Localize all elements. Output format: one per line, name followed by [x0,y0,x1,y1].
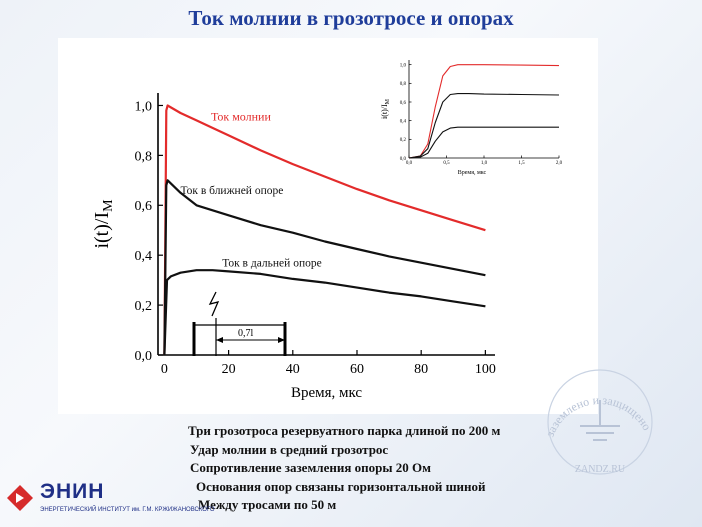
inset-x-tick-label: 0,0 [406,161,413,166]
inset-series-line-1 [408,93,560,159]
main-chart: 0,0 0,2 0,4 0,6 0,8 1,0 0 20 40 60 80 100 Время, м… [91,93,496,401]
note-line: Между тросами по 50 м [198,497,337,512]
main-y-tick-label: 1,0 [135,99,153,114]
main-x-tick-label: 20 [222,362,236,377]
main-x-tick-label: 80 [414,362,428,377]
main-y-tick-label: 0,8 [135,149,153,164]
series-label-far-tower: Ток в дальней опоре [222,257,322,269]
main-series-line-2 [163,269,486,356]
main-x-axis-label: Время, мкс [291,385,362,401]
inset-y-tick-label: 0,2 [400,138,407,143]
note-line: Три грозотроса резервуатного парка длино… [188,423,501,438]
inset-x-tick-label: 2,0 [556,161,563,166]
plot-panel: 0,0 0,2 0,4 0,6 0,8 1,0 0 20 40 60 80 100 Время, м… [58,38,598,414]
logo-subtitle: ЭНЕРГЕТИЧЕСКИЙ ИНСТИТУТ им. Г.М. КРЖИЖАН… [40,507,215,513]
main-x-tick-label: 60 [350,362,364,377]
institute-logo: ЭНИН ЭНЕРГЕТИЧЕСКИЙ ИНСТИТУТ им. Г.М. КР… [6,480,215,525]
lightning-strike-icon [208,291,220,317]
inset-x-tick-label: 0,5 [443,161,450,166]
inset-y-axis-label: i(t)/I [380,104,389,119]
logo-mark-icon [7,485,33,511]
main-x-tick-label: 40 [286,362,300,377]
tower-schematic: 0,7l [192,291,287,356]
dimension-arrow-left-icon [216,337,223,343]
logo-name: ЭНИН [40,480,105,503]
svg-text:i(t)/IМ: i(t)/IМ [380,98,391,119]
main-y-tick-label: 0,4 [135,249,153,264]
inset-y-tick-label: 0,0 [400,157,407,162]
main-series-line-1 [163,179,486,356]
series-label-near-tower: Ток в ближней опоре [180,185,283,197]
inset-y-tick-label: 0,8 [400,82,407,87]
inset-chart: 0,0 0,2 0,4 0,6 0,8 1,0 0,0 0,5 1,0 1,5 2,0 Время… [380,60,563,176]
slide-title: Ток молнии в грозотросе и опорах [188,6,514,30]
note-line: Удар молнии в средний грозотрос [190,441,389,457]
main-x-tick-label: 0 [161,362,168,377]
main-y-tick-label: 0,2 [135,299,153,314]
watermark-text-left: заземлено [543,394,591,438]
watermark-text-and: и [592,393,600,408]
series-label-lightning: Ток молнии [211,109,272,123]
inset-series-line-2 [408,126,559,159]
main-x-tick-label: 100 [475,362,496,377]
watermark-text-bottom: ZANDZ.RU [575,464,626,475]
chart-canvas: 0,0 0,2 0,4 0,6 0,8 1,0 0 20 40 60 80 100 Время, м… [91,60,563,401]
inset-series-line-0 [408,64,560,159]
watermark-seal: заземлено и защищено ZANDZ.RU [543,369,655,475]
main-y-axis-label-group: i(t)/IМ [91,199,116,249]
ground-symbol-icon [580,400,620,441]
main-y-tick-label: 0,6 [135,199,153,214]
main-y-axis-label-subscript: М [101,199,116,212]
inset-x-axis-label: Время, мкс [458,170,487,176]
svg-text:заземлено и защищено: заземлено и защищено [543,393,655,439]
span-label: 0,7l [238,328,254,339]
inset-x-tick-label: 1,0 [481,161,488,166]
note-line: Сопротивление заземления опоры 20 Ом [190,460,431,475]
inset-y-tick-label: 0,4 [400,119,407,124]
dimension-arrow-right-icon [278,337,285,343]
main-y-tick-label: 0,0 [135,349,153,364]
inset-y-tick-label: 0,6 [400,101,407,106]
main-series-line-0 [163,104,486,356]
inset-y-axis-label-subscript: М [385,98,391,104]
inset-x-tick-label: 1,5 [518,161,525,166]
main-y-axis-label: i(t)/I [91,212,113,249]
notes-block: Три грозотроса резервуатного парка длино… [160,422,600,515]
inset-y-tick-label: 1,0 [400,63,407,68]
svg-text:i(t)/IМ: i(t)/IМ [91,199,116,249]
note-line: Основания опор связаны горизонтальной ши… [196,478,486,494]
